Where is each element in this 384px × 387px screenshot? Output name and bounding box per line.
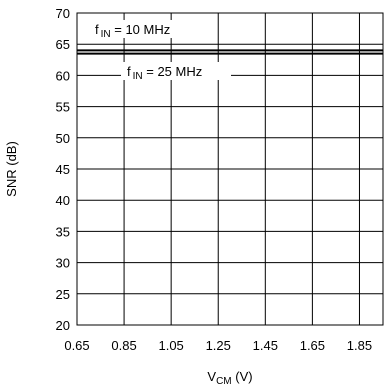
x-tick-label: 1.45 [253,338,278,353]
annotations: f IN = 10 MHz f IN = 25 MHz [86,20,231,82]
x-tick-label: 1.65 [300,338,325,353]
y-tick-label: 60 [56,68,70,83]
y-tick-label: 30 [56,256,70,271]
plot-frame [76,12,384,326]
y-axis-label: SNR (dB) [4,141,19,197]
y-tick-label: 45 [56,162,70,177]
y-tick-label: 40 [56,193,70,208]
y-tick-label: 50 [56,131,70,146]
series-annotation-2: f IN = 25 MHz [127,64,202,82]
series-annotation-1: f IN = 10 MHz [95,22,170,40]
x-tick-label: 1.85 [347,338,372,353]
y-tick-label: 70 [56,6,70,21]
x-tick-label: 1.25 [206,338,231,353]
annotation-bg [121,62,231,80]
y-tick-label: 25 [56,287,70,302]
x-tick-label: 1.05 [158,338,183,353]
x-tick-labels: 0.65 0.85 1.05 1.25 1.45 1.65 1.85 [64,338,372,353]
y-tick-label: 35 [56,224,70,239]
annotation-bg [86,20,200,38]
y-tick-label: 20 [56,318,70,333]
x-tick-label: 0.65 [64,338,89,353]
y-tick-labels: 20 25 30 35 40 45 50 55 60 65 70 [56,6,70,333]
x-tick-label: 0.85 [111,338,136,353]
y-tick-label: 65 [56,37,70,52]
grid [76,12,383,326]
x-axis-label: VCM (V) [207,369,252,387]
y-tick-label: 55 [56,100,70,115]
series-lines [77,49,383,55]
